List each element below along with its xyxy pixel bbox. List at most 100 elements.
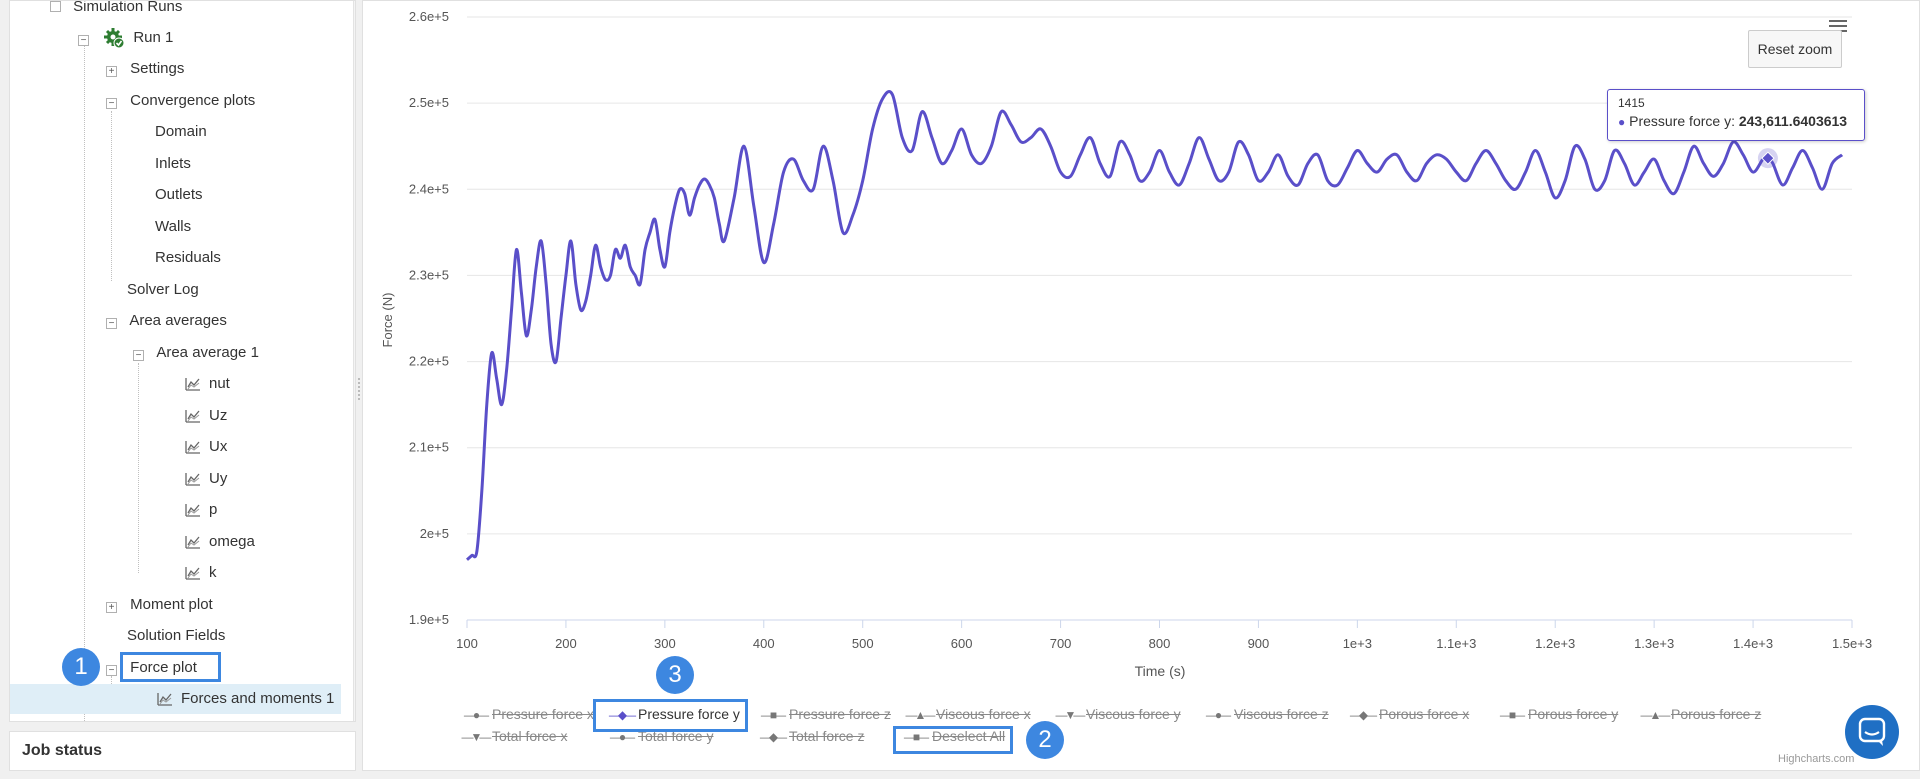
collapse-toggle[interactable]: − (106, 318, 117, 329)
legend-label: Viscous force z (1234, 706, 1329, 722)
y-tick-label: 1.9e+5 (409, 612, 449, 627)
y-tick-label: 2.5e+5 (409, 95, 449, 110)
tree-item-label: Domain (155, 123, 207, 140)
expand-toggle[interactable]: + (106, 602, 117, 613)
legend-item-total-force-y[interactable]: —●— Total force y (604, 728, 714, 744)
legend-symbol-icon: —●— (609, 730, 635, 744)
legend-item-pressure-force-x[interactable]: —●— Pressure force x (458, 706, 594, 722)
tree-scrollbar[interactable] (353, 1, 355, 721)
legend-item-viscous-force-z[interactable]: —●— Viscous force z (1200, 706, 1329, 722)
y-tick-label: 2.1e+5 (409, 440, 449, 455)
tree-item-k[interactable]: k (185, 558, 217, 588)
legend-label: Total force x (492, 728, 568, 744)
x-tick-label: 1.5e+3 (1832, 636, 1872, 651)
tree-item-inlets[interactable]: Inlets (155, 149, 191, 179)
tree-item-convergence-plots[interactable]: − Convergence plots (106, 86, 255, 116)
legend-symbol-icon: —■— (903, 730, 929, 744)
legend-item-pressure-force-y[interactable]: —◆— Pressure force y (604, 706, 740, 722)
tree-item-force-plot[interactable]: − Force plot (106, 653, 197, 683)
tree-item-label: Settings (130, 60, 185, 77)
tree-item-uz[interactable]: Uz (185, 401, 227, 431)
expand-toggle[interactable]: + (106, 66, 117, 77)
legend-item-total-force-x[interactable]: —▼— Total force x (458, 728, 568, 744)
chat-launcher-button[interactable] (1845, 705, 1899, 759)
x-tick-label: 300 (654, 636, 676, 651)
collapse-toggle[interactable]: − (106, 98, 117, 109)
tree-item-run-1[interactable]: − Run 1 (78, 23, 173, 53)
highcharts-credits[interactable]: Highcharts.com (1778, 753, 1855, 765)
tree-item-label: Walls (155, 218, 192, 235)
tree-item-label: Inlets (155, 155, 191, 172)
legend-item-porous-force-y[interactable]: —■— Porous force y (1494, 706, 1618, 722)
legend-item-viscous-force-y[interactable]: —▼— Viscous force y (1052, 706, 1181, 722)
tree-item-forces-and-moments-1[interactable]: Forces and moments 1 (10, 684, 341, 714)
legend-item-porous-force-x[interactable]: —◆— Porous force x (1345, 706, 1469, 722)
tree-item-p[interactable]: p (185, 495, 217, 525)
tree-guide-line (84, 41, 85, 721)
legend-item-total-force-z[interactable]: —◆— Total force z (755, 728, 865, 744)
legend-label: Pressure force x (492, 706, 594, 722)
legend-symbol-icon: —▲— (905, 708, 936, 722)
x-tick-label: 800 (1149, 636, 1171, 651)
tree-item-label: Residuals (155, 249, 221, 266)
legend-label: Viscous force x (936, 706, 1031, 722)
tree-item-ux[interactable]: Ux (185, 432, 227, 462)
tree-item-outlets[interactable]: Outlets (155, 180, 203, 210)
legend-item-porous-force-z[interactable]: —▲— Porous force z (1637, 706, 1762, 722)
job-status-title: Job status (22, 742, 103, 759)
series-line-pressure-force-y[interactable] (466, 90, 1844, 561)
tree-item-uy[interactable]: Uy (185, 464, 227, 494)
y-axis-label: Force (N) (380, 293, 395, 348)
legend-label: Viscous force y (1086, 706, 1181, 722)
panel-splitter-handle[interactable] (358, 378, 364, 400)
tree-item-label: Forces and moments 1 (181, 690, 335, 707)
x-tick-label: 400 (753, 636, 775, 651)
collapse-toggle[interactable]: − (106, 665, 117, 676)
tree-item-walls[interactable]: Walls (155, 212, 191, 242)
x-tick-label: 100 (456, 636, 478, 651)
legend-item-deselect-all[interactable]: —■— Deselect All (898, 728, 1005, 744)
line-chart-icon (185, 536, 200, 549)
x-tick-label: 700 (1050, 636, 1072, 651)
x-tick-label: 1.2e+3 (1535, 636, 1575, 651)
tree-item-domain[interactable]: Domain (155, 117, 207, 147)
tree-item-label: Area average 1 (156, 344, 259, 361)
tree-item-label: Simulation Runs (73, 0, 183, 15)
reset-zoom-button[interactable]: Reset zoom (1748, 30, 1842, 68)
legend-symbol-icon: —●— (463, 708, 489, 722)
collapse-toggle[interactable]: − (78, 35, 89, 46)
tree-item-nut[interactable]: nut (185, 369, 230, 399)
expand-toggle[interactable] (50, 1, 61, 12)
legend-label: Total force z (789, 728, 865, 744)
tree-item-moment-plot[interactable]: + Moment plot (106, 590, 213, 620)
tree-item-area-averages[interactable]: − Area averages (106, 306, 227, 336)
legend-symbol-icon: —◆— (1349, 708, 1377, 722)
legend-item-pressure-force-z[interactable]: —■— Pressure force z (755, 706, 891, 722)
tree-item-solver-log[interactable]: Solver Log (127, 275, 199, 305)
legend-symbol-icon: —▼— (461, 730, 492, 744)
x-tick-label: 1.1e+3 (1436, 636, 1476, 651)
tree-item-label: Moment plot (130, 596, 213, 613)
job-status-panel[interactable]: Job status (9, 731, 356, 771)
x-tick-label: 500 (852, 636, 874, 651)
x-tick-label: 200 (555, 636, 577, 651)
run-gear-icon (104, 28, 125, 49)
tree-item-solution-fields[interactable]: Solution Fields (127, 621, 225, 651)
chart-tooltip: 1415 ● Pressure force y: 243,611.6403613 (1607, 89, 1865, 141)
tree-item-label: Solver Log (127, 281, 199, 298)
line-chart-icon (185, 504, 200, 517)
collapse-toggle[interactable]: − (133, 350, 144, 361)
hover-point-marker[interactable] (1761, 151, 1775, 165)
step-badge-2: 2 (1026, 721, 1064, 759)
tree-guide-line (138, 363, 139, 573)
tree-item-label: Ux (209, 438, 228, 455)
tree-item-settings[interactable]: + Settings (106, 54, 184, 84)
tree-item-omega[interactable]: omega (185, 527, 255, 557)
tree-item-residuals[interactable]: Residuals (155, 243, 221, 273)
tree-item-simulation-runs[interactable]: Simulation Runs (50, 0, 183, 22)
legend-item-viscous-force-x[interactable]: —▲— Viscous force x (902, 706, 1031, 722)
legend-label: Total force y (638, 728, 714, 744)
y-tick-label: 2.2e+5 (409, 354, 449, 369)
tree-item-area-average-1[interactable]: − Area average 1 (133, 338, 259, 368)
